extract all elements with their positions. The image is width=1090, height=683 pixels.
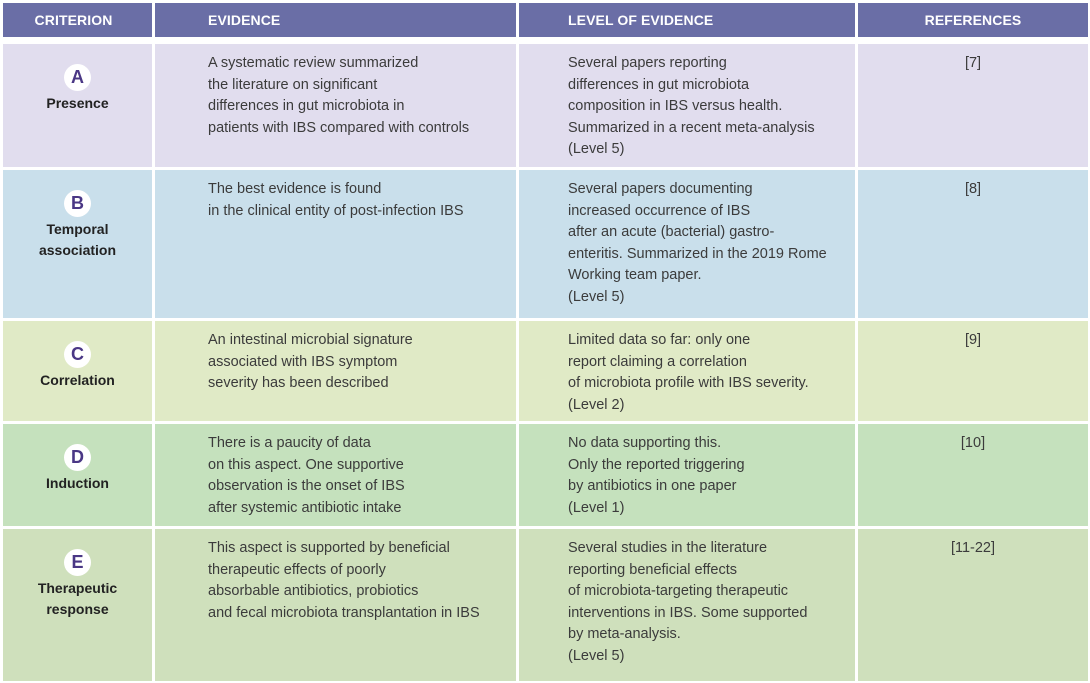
evidence-cell: The best evidence is found in the clinic…	[155, 170, 516, 318]
criterion-label: Induction	[46, 475, 109, 491]
level-of-evidence-cell: Several papers reporting differences in …	[519, 44, 855, 167]
criterion-cell: E Therapeutic response	[3, 529, 152, 681]
evidence-cell: An intestinal microbial signature associ…	[155, 321, 516, 421]
references-cell: [11-22]	[858, 529, 1088, 681]
level-of-evidence-cell: No data supporting this. Only the report…	[519, 424, 855, 526]
level-of-evidence-cell: Several papers documenting increased occ…	[519, 170, 855, 318]
criterion-letter-badge: E	[64, 549, 91, 576]
criterion-letter-badge: C	[64, 341, 91, 368]
criteria-table: CRITERION EVIDENCE LEVEL OF EVIDENCE REF…	[3, 3, 1088, 681]
criterion-letter-badge: A	[64, 64, 91, 91]
header-evidence: EVIDENCE	[155, 3, 516, 37]
header-level-of-evidence: LEVEL OF EVIDENCE	[519, 3, 855, 37]
criterion-label: Correlation	[40, 372, 115, 388]
level-of-evidence-cell: Limited data so far: only one report cla…	[519, 321, 855, 421]
header-criterion: CRITERION	[3, 3, 152, 37]
criterion-letter-badge: B	[64, 190, 91, 217]
references-cell: [10]	[858, 424, 1088, 526]
criterion-label: Temporal association	[38, 221, 117, 258]
evidence-cell: A systematic review summarized the liter…	[155, 44, 516, 167]
criterion-cell: B Temporal association	[3, 170, 152, 318]
evidence-cell: This aspect is supported by beneficial t…	[155, 529, 516, 681]
criterion-label: Presence	[46, 95, 109, 111]
level-of-evidence-cell: Several studies in the literature report…	[519, 529, 855, 681]
criterion-cell: A Presence	[3, 44, 152, 167]
criterion-cell: D Induction	[3, 424, 152, 526]
evidence-cell: There is a paucity of data on this aspec…	[155, 424, 516, 526]
header-references: REFERENCES	[858, 3, 1088, 37]
references-cell: [9]	[858, 321, 1088, 421]
criterion-label: Therapeutic response	[37, 580, 118, 617]
references-cell: [7]	[858, 44, 1088, 167]
criterion-cell: C Correlation	[3, 321, 152, 421]
criterion-letter-badge: D	[64, 444, 91, 471]
references-cell: [8]	[858, 170, 1088, 318]
